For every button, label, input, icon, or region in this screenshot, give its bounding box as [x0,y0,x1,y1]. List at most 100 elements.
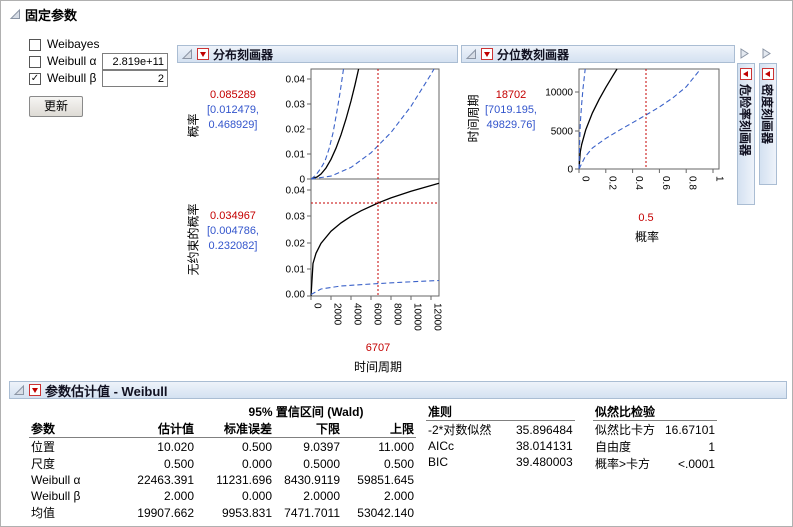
criteria-header: 准则 [426,403,575,421]
weibayes-label: Weibayes [47,37,100,51]
estimates-table: 95% 置信区间 (Wald) 参数 估计值 标准误差 下限 上限 位置 10.0… [29,403,416,521]
dist-top-ci-high: 0.468929] [208,119,258,131]
collapse-triangle-icon[interactable] [465,48,477,60]
weibull-alpha-input[interactable] [102,53,168,70]
tick-label: 0.01 [286,150,306,161]
table-row: 概率>卡方 <.0001 [595,456,716,472]
weibull-alpha-checkbox[interactable] [29,56,41,68]
column-header: 参数 [29,420,121,438]
dist-x-current[interactable]: 6707 [365,342,391,354]
dist-top-ci-low: [0.012479, [207,104,259,116]
quantile-estimate-curve [578,68,618,170]
quantile-profiler-titlebar: 分位数刻画器 [461,45,735,63]
table-row: BIC 39.480003 [428,455,573,469]
tick-label: 10000 [545,88,573,99]
tick-label: 10000 [412,303,423,331]
quant-ci-low: [7019.195, [485,104,537,116]
quantile-lower-ci-curve [578,68,702,170]
weibull-beta-checkbox[interactable] [29,73,41,85]
red-triangle-menu[interactable] [740,68,752,80]
distribution-profiler-titlebar: 分布刻画器 [177,45,458,63]
tick-label: 4000 [352,303,363,326]
quant-ci-high: 49829.76] [486,119,536,131]
tick-label: 0.6 [660,176,671,190]
dist-xlabel: 时间周期 [353,360,402,374]
table-row: Weibull β 2.000 0.000 2.0000 2.000 [31,489,414,503]
cdf-estimate-curve [310,68,360,180]
table-row: 位置 10.020 0.500 9.0397 11.000 [31,439,414,455]
tick-label: 8000 [392,303,403,326]
red-triangle-menu[interactable] [481,48,493,60]
panel-title: 参数估计值 - Weibull [45,383,168,399]
collapse-triangle-icon[interactable] [181,48,193,60]
panel-title: 危险率刻画器 [738,84,753,157]
table-row: AICc 38.014131 [428,439,573,453]
cdf-upper-ci-curve [310,68,345,180]
quant-xlabel: 概率 [634,230,659,244]
collapse-triangle-icon[interactable] [13,384,25,396]
lrt-header: 似然比检验 [593,403,718,421]
red-triangle-menu[interactable] [197,48,209,60]
tick-label: 0.04 [286,186,306,197]
tick-label: 0 [312,303,323,309]
plot-frame [578,68,720,170]
tick-label: 0.8 [687,176,698,190]
density-profiler-collapsed-panel: 密度刻画器 [759,63,777,185]
collapse-triangle-icon[interactable] [9,8,21,20]
tick-label: 0 [580,176,591,182]
red-triangle-menu[interactable] [762,68,774,80]
plot-frame [310,178,440,297]
tick-label: 0.2 [606,176,617,190]
tick-label: 2000 [332,303,343,326]
tick-label: 0.04 [286,75,306,86]
tick-label: 12000 [432,303,443,331]
weibull-beta-input[interactable] [102,70,168,87]
table-row: Weibull α 22463.391 11231.696 8430.9119 59… [31,473,414,487]
cdf-lower-ci-curve [310,68,435,180]
tick-label: 0.4 [633,176,644,190]
distribution-profiler-plot[interactable]: 0.04 0.03 0.02 0.01 0 0.04 0.03 0.02 0.0… [271,65,447,341]
weibull-beta-label: Weibull β [47,71,97,85]
weibayes-checkbox[interactable] [29,39,41,51]
red-triangle-menu[interactable] [29,384,41,396]
table-row: 似然比卡方 16.67101 [595,422,716,438]
criteria-table: 准则 -2*对数似然 35.896484 AICc 38.014131 BIC 39.… [426,403,575,470]
tick-label: 0.00 [286,290,306,301]
tick-label: 0.03 [286,212,306,223]
panel-title: 分位数刻画器 [497,47,570,62]
dist-bottom-estimate: 0.034967 [210,210,256,222]
panel-title: 密度刻画器 [760,84,775,145]
dist-bottom-ci-low: [0.004786, [207,225,259,237]
panel-title: 分布刻画器 [213,47,274,62]
quantile-profiler-plot[interactable]: 10000 5000 0 0 0.2 0.4 0.6 0.8 1 [541,65,731,211]
page-title: 固定参数 [25,8,78,23]
dist-bottom-ci-high: 0.232082] [208,240,258,252]
update-button[interactable]: 更新 [29,96,83,117]
column-header: 标准误差 [196,420,274,438]
column-header: 上限 [342,420,416,438]
dist-top-estimate: 0.085289 [210,89,256,101]
table-row: 自由度 1 [595,439,716,455]
tick-label: 1 [714,176,725,182]
quant-estimate: 18702 [495,89,527,101]
hazard-profiler-collapsed-panel: 危险率刻画器 [737,63,755,205]
tick-label: 0.02 [286,125,306,136]
column-header: 下限 [274,420,342,438]
unconstrained-lower-ci-curve [310,279,440,295]
expand-triangle-icon[interactable] [738,47,750,60]
quantile-upper-ci-curve [578,68,586,170]
tick-label: 0 [567,165,573,176]
plot-frame [310,68,440,180]
quant-x-current[interactable]: 0.5 [638,212,654,224]
column-header: 估计值 [121,420,196,438]
tick-label: 0 [299,175,305,186]
tick-label: 0.01 [286,265,306,276]
estimates-titlebar: 参数估计值 - Weibull [9,381,787,399]
lrt-table: 似然比检验 似然比卡方 16.67101 自由度 1 概率>卡方 <.0001 [593,403,718,472]
tick-label: 6000 [372,303,383,326]
tick-label: 5000 [551,127,574,138]
expand-triangle-icon[interactable] [760,47,772,60]
unconstrained-estimate-curve [310,182,440,297]
tick-label: 0.02 [286,239,306,250]
